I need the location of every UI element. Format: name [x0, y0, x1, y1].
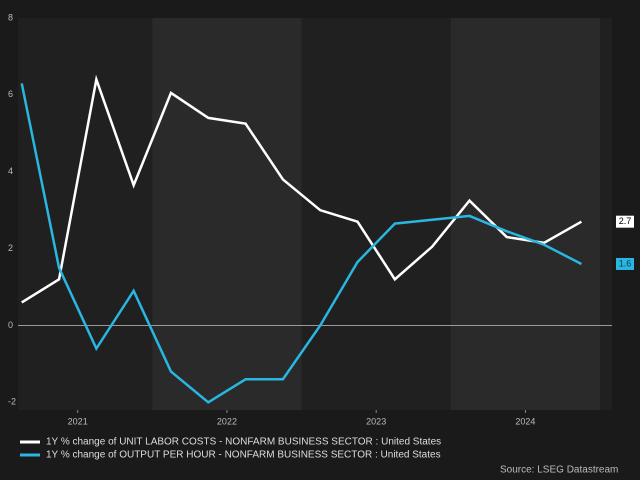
value-label-box	[616, 257, 634, 270]
legend-label: 1Y % change of UNIT LABOR COSTS - NONFAR…	[46, 437, 441, 448]
x-tick-label: 2024	[515, 416, 535, 426]
y-tick-label: -2	[8, 397, 16, 407]
legend-label: 1Y % change of OUTPUT PER HOUR - NONFARM…	[46, 450, 441, 461]
series-line	[20, 83, 582, 404]
y-tick-label: 4	[8, 166, 13, 176]
x-tick-label: 2023	[366, 416, 386, 426]
x-tick-label: 2021	[68, 416, 88, 426]
y-tick-label: 6	[8, 89, 13, 99]
value-label: 2.7	[619, 216, 632, 226]
x-tick-label: 2022	[217, 416, 237, 426]
y-tick-label: 8	[8, 12, 13, 22]
series-line	[21, 74, 583, 304]
y-tick-label: 0	[8, 320, 13, 330]
value-label: 1.6	[619, 258, 632, 268]
year-band	[450, 18, 601, 410]
year-band	[152, 18, 302, 410]
source: Source: LSEG Datastream	[500, 465, 618, 476]
y-tick-label: 2	[8, 243, 13, 253]
value-label-box	[616, 215, 634, 228]
